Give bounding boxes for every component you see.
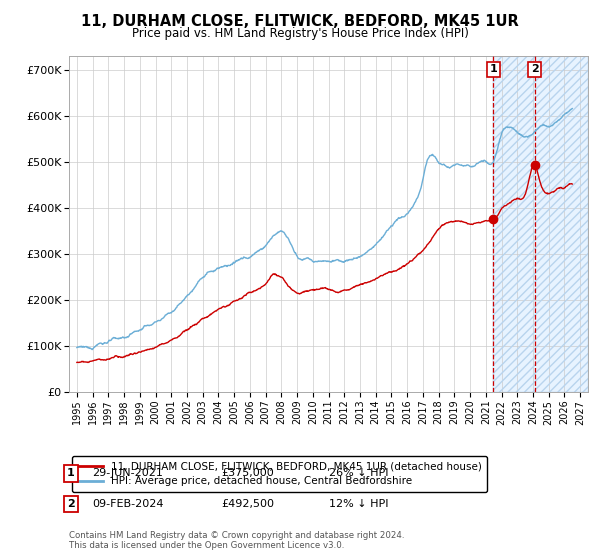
Text: Contains HM Land Registry data © Crown copyright and database right 2024.
This d: Contains HM Land Registry data © Crown c… — [69, 530, 404, 550]
Text: 1: 1 — [490, 64, 497, 74]
Legend: 11, DURHAM CLOSE, FLITWICK, BEDFORD, MK45 1UR (detached house), HPI: Average pri: 11, DURHAM CLOSE, FLITWICK, BEDFORD, MK4… — [71, 456, 487, 492]
Text: 26% ↓ HPI: 26% ↓ HPI — [329, 468, 388, 478]
Text: 1: 1 — [67, 468, 74, 478]
Bar — [493, 56, 588, 392]
Text: 11, DURHAM CLOSE, FLITWICK, BEDFORD, MK45 1UR: 11, DURHAM CLOSE, FLITWICK, BEDFORD, MK4… — [81, 14, 519, 29]
Text: £375,000: £375,000 — [221, 468, 274, 478]
Text: 2: 2 — [67, 499, 74, 509]
Text: 29-JUN-2021: 29-JUN-2021 — [92, 468, 163, 478]
Bar — [493, 56, 588, 392]
Text: Price paid vs. HM Land Registry's House Price Index (HPI): Price paid vs. HM Land Registry's House … — [131, 27, 469, 40]
Text: 2: 2 — [531, 64, 539, 74]
Text: 12% ↓ HPI: 12% ↓ HPI — [329, 499, 388, 509]
Text: 09-FEB-2024: 09-FEB-2024 — [92, 499, 163, 509]
Text: £492,500: £492,500 — [221, 499, 274, 509]
